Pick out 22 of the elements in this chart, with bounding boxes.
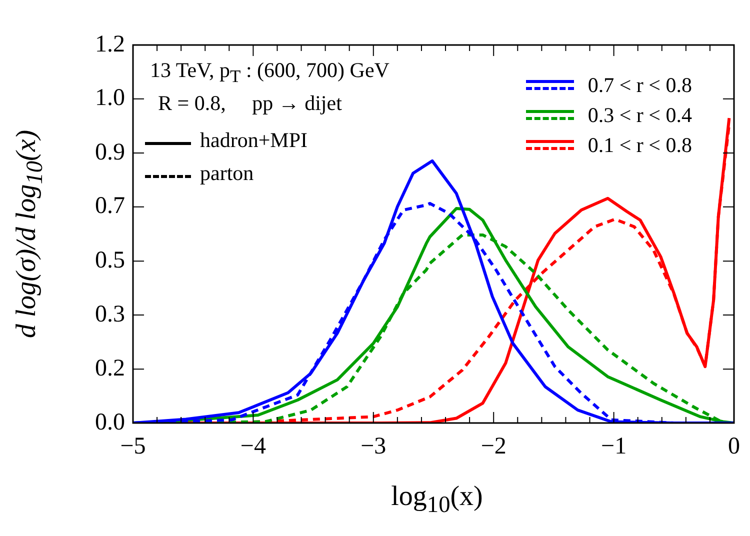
x-tick-label: −2: [480, 434, 506, 460]
x-tick-label: −1: [601, 434, 627, 460]
y-tick-label: 0.9: [95, 139, 125, 166]
y-tick-label: 0.2: [95, 355, 125, 382]
x-axis-title: log$_{10}$(x): [391, 481, 483, 519]
y-tick-label: 0.7: [95, 193, 125, 220]
y-tick-label: 0.5: [95, 247, 125, 274]
x-tick-label: −5: [120, 434, 146, 460]
y-tick-label: 1.0: [95, 85, 125, 112]
y-tick-label: 1.2: [95, 31, 125, 58]
annotation: R = 0.8, pp → dijet: [158, 91, 342, 116]
annotation: 13 TeV, p$_{T}$ : (600, 700) GeV: [150, 58, 390, 88]
y-tick-label: 0.3: [95, 301, 125, 328]
annotation: parton: [200, 161, 254, 186]
x-tick-label: −3: [360, 434, 386, 460]
legend-label: 0.7 < r < 0.8: [588, 72, 692, 98]
x-tick-label: 0: [728, 434, 740, 460]
legend-label: 0.1 < r < 0.8: [588, 132, 692, 158]
legend-label: 0.3 < r < 0.4: [588, 102, 692, 128]
y-tick-label: 0.0: [95, 409, 125, 436]
annotation: hadron+MPI: [200, 128, 308, 153]
x-tick-label: −4: [240, 434, 266, 460]
